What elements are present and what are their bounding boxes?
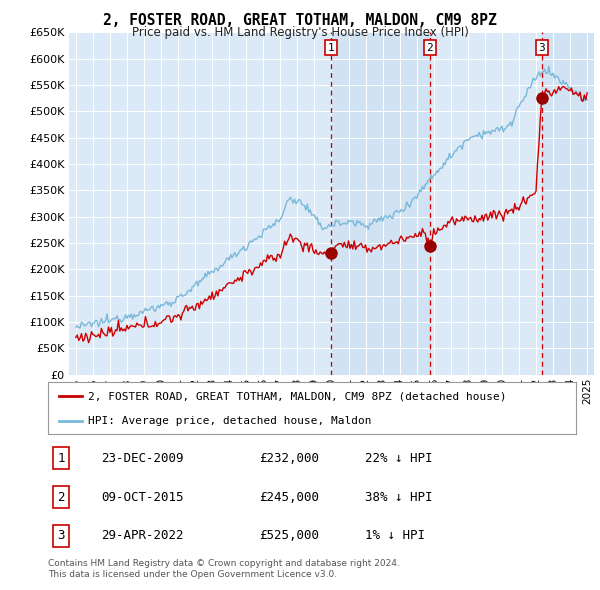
Text: £525,000: £525,000 — [259, 529, 319, 542]
Text: 29-APR-2022: 29-APR-2022 — [101, 529, 184, 542]
Text: 2, FOSTER ROAD, GREAT TOTHAM, MALDON, CM9 8PZ (detached house): 2, FOSTER ROAD, GREAT TOTHAM, MALDON, CM… — [88, 391, 506, 401]
Text: 1: 1 — [328, 42, 334, 53]
Text: 22% ↓ HPI: 22% ↓ HPI — [365, 452, 432, 465]
Text: £232,000: £232,000 — [259, 452, 319, 465]
Text: 38% ↓ HPI: 38% ↓ HPI — [365, 490, 432, 504]
Text: 2: 2 — [58, 490, 65, 504]
Text: 23-DEC-2009: 23-DEC-2009 — [101, 452, 184, 465]
Text: 3: 3 — [538, 42, 545, 53]
Text: 09-OCT-2015: 09-OCT-2015 — [101, 490, 184, 504]
Text: £245,000: £245,000 — [259, 490, 319, 504]
Text: 3: 3 — [58, 529, 65, 542]
Text: This data is licensed under the Open Government Licence v3.0.: This data is licensed under the Open Gov… — [48, 571, 337, 579]
Text: Price paid vs. HM Land Registry's House Price Index (HPI): Price paid vs. HM Land Registry's House … — [131, 26, 469, 39]
Text: Contains HM Land Registry data © Crown copyright and database right 2024.: Contains HM Land Registry data © Crown c… — [48, 559, 400, 568]
Text: HPI: Average price, detached house, Maldon: HPI: Average price, detached house, Mald… — [88, 416, 371, 425]
Bar — [331, 32, 430, 375]
Text: 1% ↓ HPI: 1% ↓ HPI — [365, 529, 425, 542]
Text: 1: 1 — [58, 452, 65, 465]
Text: 2: 2 — [427, 42, 433, 53]
Bar — [542, 32, 594, 375]
Text: 2, FOSTER ROAD, GREAT TOTHAM, MALDON, CM9 8PZ: 2, FOSTER ROAD, GREAT TOTHAM, MALDON, CM… — [103, 13, 497, 28]
